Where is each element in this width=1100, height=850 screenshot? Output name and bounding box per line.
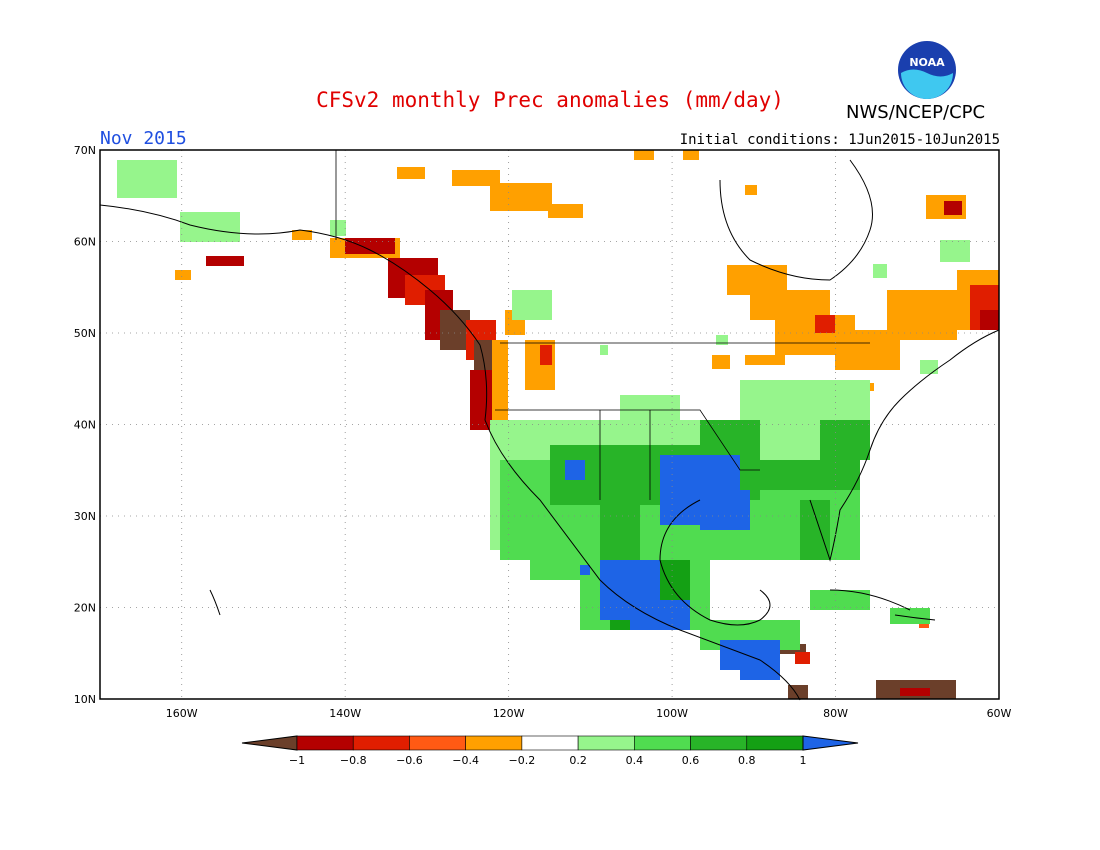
latitude-label: 60N: [74, 236, 96, 249]
colorbar-max-arrow: [802, 735, 859, 751]
colorbar-box: [296, 735, 354, 751]
longitude-labels: 160W 140W 120W 100W 80W 60W: [166, 707, 1012, 720]
colorbar-label: −0.6: [396, 754, 423, 767]
logo-lettering: NOAA: [909, 56, 945, 69]
colorbar-box: [690, 735, 748, 751]
colorbar-label: 0.4: [626, 754, 644, 767]
colorbar-min-arrow: [241, 735, 298, 751]
valid-month-label: Nov 2015: [100, 128, 187, 149]
longitude-label: 80W: [823, 707, 848, 720]
coastline-layer: [99, 159, 1000, 701]
colorbar-label: 0.8: [738, 754, 756, 767]
latitude-label: 70N: [74, 144, 96, 157]
longitude-label: 140W: [329, 707, 361, 720]
longitude-label: 100W: [656, 707, 688, 720]
latitude-label: 20N: [74, 602, 96, 615]
agency-label: NWS/NCEP/CPC: [846, 102, 986, 123]
map-title: CFSv2 monthly Prec anomalies (mm/day): [316, 88, 784, 112]
latitude-label: 50N: [74, 327, 96, 340]
colorbar-label: 0.6: [682, 754, 700, 767]
colorbar-label: −1: [289, 754, 305, 767]
colorbar-box: [465, 735, 523, 751]
longitude-label: 120W: [493, 707, 525, 720]
anomaly-fill-layer: [117, 150, 999, 699]
map-frame: [99, 149, 1000, 700]
longitude-label: 160W: [166, 707, 198, 720]
latitude-labels: 70N 60N 50N 40N 30N 20N 10N: [74, 144, 96, 706]
border-layer: [335, 150, 870, 500]
colorbar-box: [521, 735, 579, 751]
longitude-label: 60W: [987, 707, 1012, 720]
latitude-label: 30N: [74, 510, 96, 523]
colorbar-label: 0.2: [569, 754, 587, 767]
colorbar-label: −0.4: [452, 754, 479, 767]
noaa-logo-icon: NOAA: [898, 41, 956, 99]
colorbar-box: [634, 735, 691, 751]
colorbar-label: −0.8: [340, 754, 367, 767]
colorbar-box: [746, 735, 804, 751]
colorbar-box: [577, 735, 635, 751]
latitude-label: 40N: [74, 419, 96, 432]
latitude-label: 10N: [74, 693, 96, 706]
initial-conditions-label: Initial conditions: 1Jun2015-10Jun2015: [679, 132, 1000, 148]
colorbar: −1 −0.8 −0.6 −0.4 −0.2 0.2 0.4 0.6 0.8 1: [241, 735, 859, 767]
colorbar-label: −0.2: [509, 754, 536, 767]
colorbar-label: 1: [800, 754, 807, 767]
colorbar-box: [409, 735, 466, 751]
colorbar-box: [352, 735, 410, 751]
